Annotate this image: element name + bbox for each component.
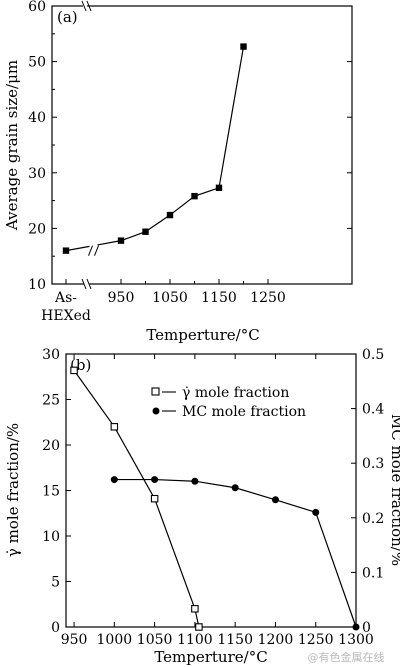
- series-line-a: [65, 245, 90, 252]
- x-tick-label-a: HEXed: [41, 308, 91, 324]
- legend-marker-filled-circle: [152, 407, 160, 415]
- y-tick-label-right-b: 0: [362, 620, 371, 636]
- data-point-a: [215, 184, 223, 192]
- y-tick-label-left-b: 30: [42, 347, 60, 363]
- y-tick-label-left-b: 20: [42, 438, 60, 454]
- y-axis-label-right-b: MC mole fraction/%: [388, 414, 400, 566]
- y-tick-label-left-b: 5: [51, 575, 60, 591]
- data-point-a: [166, 211, 174, 219]
- x-tick-label-a: 1050: [152, 290, 188, 306]
- data-point-mc: [231, 484, 239, 492]
- axis-break-mark: [86, 278, 92, 290]
- y-tick-label-a: 20: [28, 221, 46, 237]
- series-line-a: [120, 46, 245, 242]
- y-tick-label-left-b: 0: [51, 620, 60, 636]
- legend-entry: MC mole fraction: [182, 404, 306, 420]
- series-line-mc: [114, 478, 357, 628]
- y-tick-label-right-b: 0.4: [362, 402, 384, 418]
- watermark: @有色金属在线: [308, 650, 385, 664]
- y-axis-label-left-b: γ̇ mole fraction/%: [4, 423, 22, 557]
- x-tick-label-b: 1150: [217, 632, 253, 648]
- y-tick-label-right-b: 0.2: [362, 511, 384, 527]
- series-line-a: [97, 240, 122, 246]
- line-break-mark: [94, 245, 99, 256]
- y-tick-label-a: 60: [28, 0, 46, 15]
- data-point-mc: [312, 508, 320, 516]
- panel-b: (b) γ̇ mole fraction/% MC mole fraction/…: [4, 347, 400, 666]
- y-tick-label-left-b: 15: [42, 484, 60, 500]
- legend-marker-open-square: [151, 387, 160, 396]
- x-tick-label-a: 950: [108, 290, 135, 306]
- data-point-gamma: [110, 423, 119, 431]
- axis-break-mark: [81, 278, 87, 290]
- data-point-a: [117, 237, 125, 244]
- data-point-a: [191, 192, 198, 200]
- axis-break-mark: [81, 0, 87, 12]
- x-tick-label-a: As-: [54, 290, 77, 306]
- x-tick-label-b: 1050: [137, 632, 173, 648]
- x-axis-label-b: Temperture/°C: [154, 648, 267, 666]
- series-line-gamma: [73, 370, 200, 628]
- axis-break-mark: [86, 0, 92, 12]
- x-axis-label-a: Temperture/°C: [146, 326, 259, 344]
- y-tick-label-right-b: 0.3: [362, 456, 384, 472]
- x-tick-label-b: 1200: [258, 632, 294, 648]
- y-tick-label-a: 50: [28, 55, 46, 71]
- y-tick-label-a: 40: [28, 110, 46, 126]
- data-point-a: [142, 228, 149, 235]
- y-tick-label-left-b: 25: [42, 393, 60, 409]
- data-point-mc: [352, 623, 360, 631]
- data-point-gamma: [70, 366, 78, 375]
- line-break-mark: [88, 245, 93, 256]
- data-point-a: [62, 247, 70, 254]
- y-tick-label-left-b: 10: [42, 529, 60, 545]
- data-point-gamma: [150, 494, 159, 503]
- legend-entry: γ̇ mole fraction: [182, 385, 289, 401]
- data-point-a: [240, 43, 247, 50]
- panel-a-label: (a): [57, 8, 78, 26]
- x-tick-label-b: 1000: [97, 632, 133, 648]
- panel-a: (a) Average grain size/μm As- HEXed Temp…: [3, 0, 353, 344]
- x-tick-label-a: 1250: [250, 290, 286, 306]
- x-tick-label-b: 1100: [177, 632, 213, 648]
- x-tick-label-b: 1300: [338, 632, 374, 648]
- legend: γ̇ mole fraction MC mole fraction: [151, 385, 306, 420]
- y-axis-label-a: Average grain size/μm: [3, 60, 21, 231]
- y-tick-label-right-b: 0.1: [362, 565, 384, 581]
- data-point-mc: [151, 476, 159, 484]
- x-tick-label-b: 950: [61, 632, 88, 648]
- data-point-mc: [110, 476, 118, 484]
- data-point-gamma: [191, 605, 199, 613]
- data-point-mc: [271, 496, 279, 504]
- y-tick-label-a: 30: [28, 166, 46, 182]
- data-point-gamma: [195, 623, 203, 631]
- x-tick-label-a: 1150: [201, 290, 237, 306]
- x-tick-label-b: 1250: [298, 632, 334, 648]
- y-tick-label-right-b: 0.5: [362, 347, 384, 363]
- y-tick-label-a: 10: [28, 277, 46, 293]
- plot-a-frame: [51, 5, 353, 285]
- data-point-mc: [191, 477, 199, 485]
